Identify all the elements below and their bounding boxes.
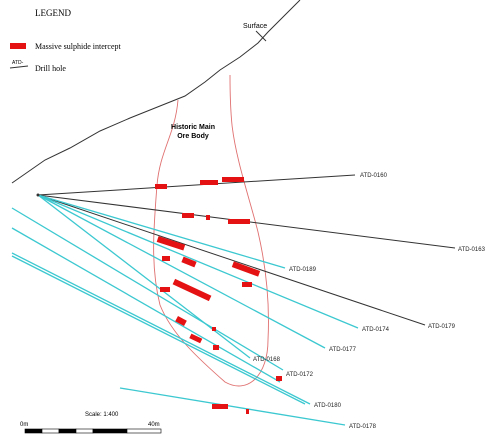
scale-end: 40m [148, 422, 160, 428]
ore-body-outline [153, 74, 269, 387]
drill-hole-label: ATD-0189 [289, 267, 317, 273]
drill-hole-labels: ATD-0160 ATD-0163 ATD-0189 ATD-0174 ATD-… [253, 173, 486, 430]
legend-intercept: Massive sulphide intercept [35, 42, 122, 51]
drill-hole-label: ATD-0163 [458, 247, 486, 253]
drill-hole-label: ATD-0177 [329, 347, 357, 353]
ore-body-label: Historic Main [171, 124, 215, 131]
intercepts [155, 177, 282, 414]
scale-label: Scale: 1:400 [85, 412, 119, 418]
drill-hole-label: ATD-0172 [286, 372, 314, 378]
legend-drill: Drill hole [35, 64, 66, 73]
legend-intercept-swatch [10, 43, 26, 49]
ore-body-label: Ore Body [177, 133, 209, 140]
legend-drill-prefix: ATD- [12, 60, 24, 66]
legend-title: LEGEND [35, 8, 71, 18]
drill-hole-label: ATD-0179 [428, 324, 456, 330]
legend-drill-swatch [9, 65, 29, 69]
drill-hole-label: ATD-0178 [349, 424, 377, 430]
surface-leader [255, 30, 267, 42]
surface-line [11, 0, 301, 184]
drill-hole-label: ATD-0180 [314, 403, 342, 409]
scale-bar [24, 428, 162, 434]
scale-start: 0m [20, 422, 28, 428]
surface-label: Surface [243, 23, 267, 30]
drill-hole-label: ATD-0174 [362, 327, 390, 333]
drill-hole-label: ATD-0168 [253, 357, 281, 363]
drill-hole-label: ATD-0160 [360, 173, 388, 179]
collar [36, 193, 40, 197]
